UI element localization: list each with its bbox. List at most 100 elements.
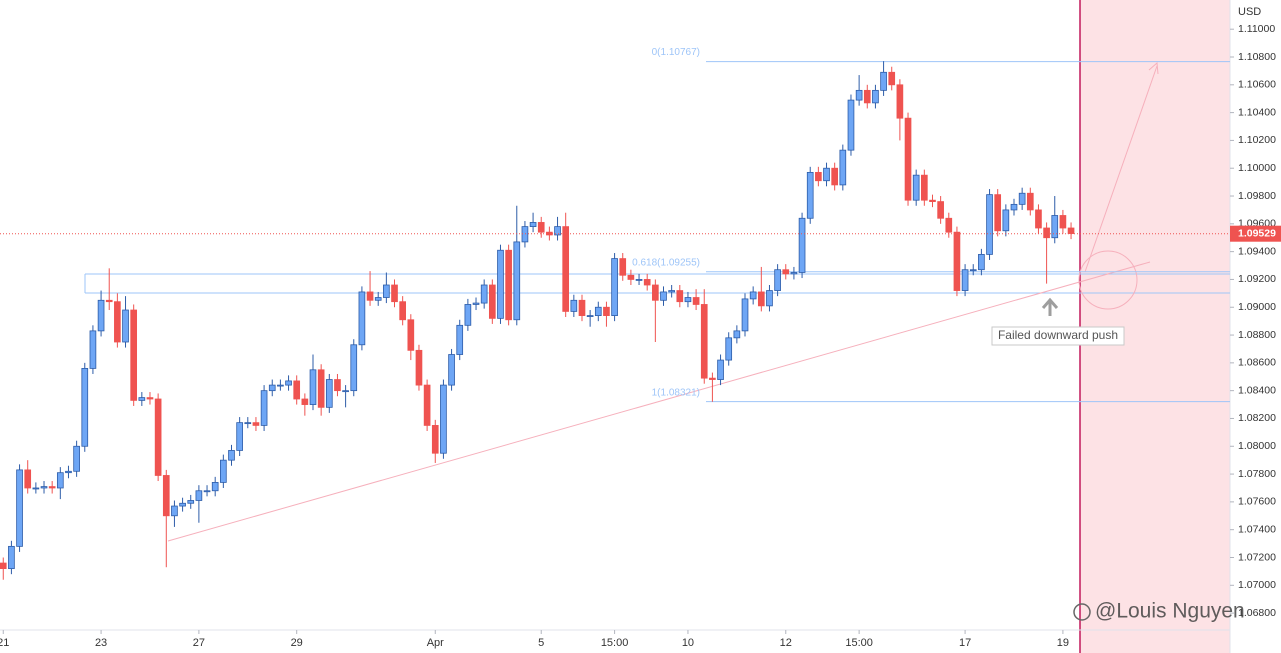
candle-body (334, 379, 341, 392)
candle-body (945, 217, 953, 233)
y-tick-label: 1.08800 (1238, 329, 1276, 341)
candle-body (179, 502, 186, 507)
candle-body (1059, 215, 1067, 229)
candle-body (815, 171, 822, 182)
candle-body (342, 390, 349, 393)
candle-body (660, 291, 667, 301)
candle-body (48, 486, 56, 489)
candle-body (978, 254, 985, 271)
x-tick-label: 27 (193, 637, 205, 649)
projection-arrowhead (1148, 61, 1159, 75)
fib-label: 1(1.08321) (652, 387, 700, 398)
x-tick-label: 21 (0, 637, 9, 649)
fib-label: 0(1.10767) (652, 47, 700, 58)
x-tick-label: 19 (1057, 637, 1069, 649)
candle-body (81, 368, 89, 447)
candle-body (122, 309, 129, 343)
candle-body (391, 284, 398, 303)
watermark: @Louis Nguyen (1095, 600, 1245, 623)
circle-marker (1078, 250, 1138, 310)
x-tick-label: 15:00 (601, 637, 629, 649)
candle-body (839, 149, 847, 186)
candle-body (872, 89, 879, 104)
candle-body (97, 299, 105, 332)
candle-body (187, 500, 195, 504)
y-tick-label: 1.09000 (1238, 301, 1276, 313)
y-tick-label: 1.06800 (1238, 607, 1276, 619)
candle-body (733, 330, 741, 339)
candle-body (65, 470, 72, 474)
candle-body (594, 306, 602, 316)
annotation-box (991, 326, 1125, 346)
candle-body (211, 482, 219, 492)
y-tick-label: 1.10000 (1238, 162, 1276, 174)
candle-body (961, 269, 969, 291)
candle-body (505, 249, 512, 321)
candle-body (578, 299, 586, 316)
candle-body (162, 475, 170, 517)
candle-body (635, 279, 643, 281)
y-tick-label: 1.07600 (1238, 496, 1276, 508)
candle-body (1010, 203, 1018, 211)
trend-line (167, 261, 1151, 542)
y-tick-label: 1.07400 (1238, 523, 1276, 535)
y-tick-label: 1.08200 (1238, 412, 1276, 424)
candle-body (244, 422, 252, 425)
x-tick-label: 29 (291, 637, 303, 649)
candle-body (562, 226, 570, 312)
candle-body (415, 349, 423, 386)
candle-body (448, 354, 455, 386)
candle-body (798, 217, 806, 273)
projection-arrow (1084, 65, 1158, 273)
candle-body (203, 490, 211, 493)
candle-body (741, 298, 749, 332)
candle-body (782, 269, 790, 275)
candle-body (472, 302, 480, 305)
candle-body (920, 174, 928, 201)
y-tick-label: 1.10400 (1238, 106, 1276, 118)
candle-body (1043, 227, 1050, 239)
x-tick-label: Apr (427, 637, 444, 649)
candle-body (554, 226, 561, 236)
x-tick-label: 23 (95, 637, 107, 649)
candle-body (1051, 215, 1059, 239)
candle-body (619, 258, 627, 276)
candle-body (350, 344, 358, 392)
candle-body (301, 398, 309, 405)
candle-body (912, 174, 920, 201)
y-tick-label: 1.09200 (1238, 273, 1276, 285)
candle-body (627, 274, 635, 280)
candle-body (130, 309, 138, 401)
candle-body (195, 490, 203, 501)
candle-body (937, 201, 944, 219)
candle-body (0, 562, 7, 570)
candle-body (440, 384, 447, 454)
candle-body (888, 71, 896, 86)
candle-body (358, 291, 366, 346)
x-tick-label: 15:00 (845, 637, 873, 649)
candle-body (904, 117, 912, 201)
candle-body (407, 319, 415, 351)
y-tick-label: 1.07800 (1238, 468, 1276, 480)
candle-body (138, 397, 146, 401)
annotation: Failed downward push (998, 328, 1118, 342)
candle-body (969, 269, 977, 272)
candle-body (643, 279, 651, 286)
candle-body (896, 84, 904, 119)
candle-body (668, 290, 675, 293)
candle-body (456, 324, 464, 355)
candle-body (260, 390, 268, 426)
y-tick-label: 1.08400 (1238, 384, 1276, 396)
candle-body (285, 380, 292, 386)
candle-body (1018, 192, 1026, 205)
candle-body (114, 301, 121, 343)
candle-body (757, 291, 765, 307)
y-tick-label: 1.10200 (1238, 134, 1276, 146)
candle-body (537, 222, 545, 233)
y-tick-label: 1.10800 (1238, 51, 1276, 63)
candle-body (374, 297, 382, 301)
candle-body (929, 199, 936, 202)
candle-body (73, 445, 80, 472)
